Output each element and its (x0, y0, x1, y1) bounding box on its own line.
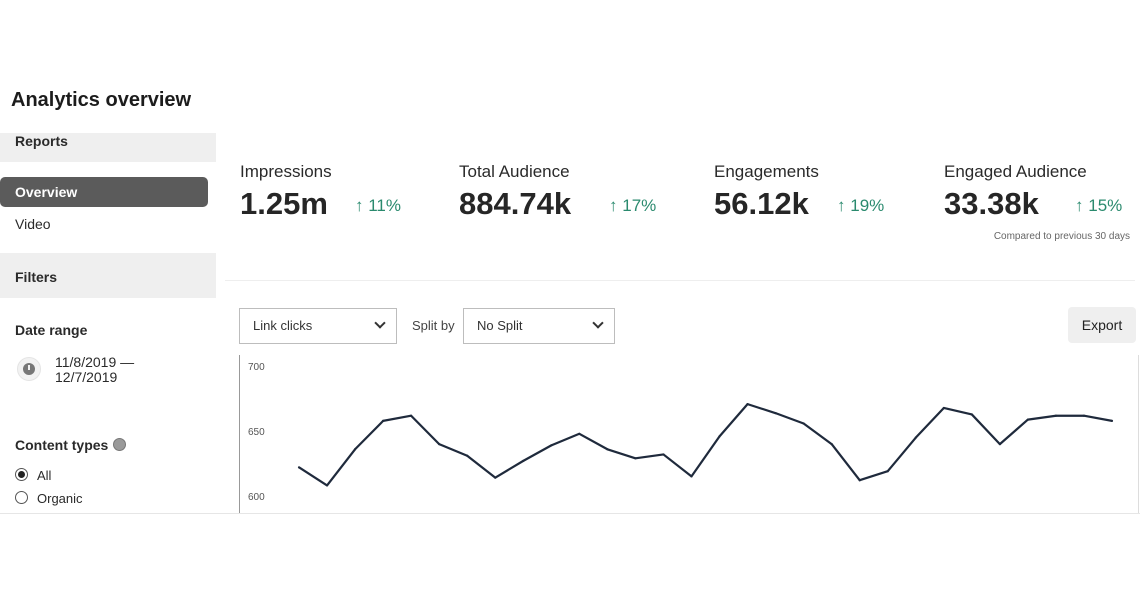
data-point[interactable] (494, 476, 497, 479)
data-point[interactable] (1026, 418, 1029, 421)
bottom-divider (0, 513, 1140, 514)
metric-value: 33.38k (944, 186, 1039, 221)
comparison-note: Compared to previous 30 days (993, 231, 1130, 242)
data-point[interactable] (466, 454, 469, 457)
reports-heading: Reports (15, 133, 68, 149)
series-line (298, 403, 1113, 487)
metric-change: 19% (850, 196, 885, 215)
export-button[interactable]: Export (1068, 307, 1136, 343)
metric-change: 11% (368, 196, 401, 215)
filters-section-header: Filters (0, 253, 216, 298)
data-point[interactable] (438, 443, 441, 446)
chevron-down-icon (592, 317, 604, 329)
metric-label: Engagements (714, 162, 819, 181)
metric-value: 56.12k (714, 186, 809, 221)
data-point[interactable] (942, 406, 945, 410)
data-point[interactable] (550, 444, 553, 447)
line-chart: 700 650 600 (239, 355, 1139, 513)
date-range-label: Date range (15, 322, 88, 338)
arrow-up-icon: ↑ (1075, 196, 1084, 215)
data-point[interactable] (522, 459, 525, 462)
info-icon[interactable] (113, 438, 126, 451)
data-point[interactable] (578, 432, 581, 435)
data-point[interactable] (830, 443, 833, 446)
data-point[interactable] (718, 435, 721, 438)
data-point[interactable] (914, 436, 917, 439)
data-point[interactable] (970, 413, 973, 416)
data-point[interactable] (410, 414, 413, 417)
clock-icon (23, 363, 35, 375)
data-point[interactable] (802, 422, 805, 425)
arrow-up-icon: ↑ (837, 196, 846, 215)
metric-select-value: Link clicks (253, 318, 313, 333)
metric-value: 884.74k (459, 186, 572, 221)
data-point[interactable] (662, 453, 665, 456)
content-types-label: Content types (15, 437, 109, 453)
data-point[interactable] (1054, 414, 1058, 417)
metric-label: Engaged Audience (944, 162, 1087, 181)
data-point[interactable] (690, 475, 693, 478)
data-point[interactable] (746, 403, 749, 406)
sidebar-item-video[interactable]: Video (15, 216, 51, 232)
data-point[interactable] (1082, 414, 1086, 417)
divider (225, 280, 1135, 281)
y-tick-label: 700 (248, 362, 265, 373)
date-range-picker-button[interactable] (17, 357, 41, 381)
data-point[interactable] (353, 448, 357, 451)
radio-organic-label: Organic (37, 491, 83, 506)
metric-value: 1.25m (240, 186, 328, 221)
data-point[interactable] (297, 466, 301, 469)
arrow-up-icon: ↑ (355, 196, 364, 215)
radio-organic[interactable] (15, 491, 28, 504)
radio-all[interactable] (15, 468, 28, 481)
data-point[interactable] (606, 448, 609, 451)
y-tick-label: 600 (248, 492, 265, 503)
split-select-value: No Split (477, 318, 523, 333)
date-range-end: 12/7/2019 (55, 369, 118, 385)
data-point[interactable] (1110, 419, 1114, 422)
metric-change: 15% (1088, 196, 1123, 215)
data-point[interactable] (382, 419, 385, 422)
metric-label: Impressions (240, 162, 332, 181)
sidebar-item-overview[interactable]: Overview (0, 177, 208, 207)
data-point[interactable] (858, 479, 861, 482)
data-point[interactable] (634, 457, 637, 460)
data-point[interactable] (325, 484, 329, 487)
metric-select[interactable]: Link clicks (239, 308, 397, 344)
date-range-value[interactable]: 11/8/2019 — 12/7/2019 (55, 355, 134, 385)
split-by-label: Split by (412, 318, 455, 333)
y-tick-label: 650 (248, 427, 265, 438)
chart-svg (297, 403, 1114, 487)
filters-heading: Filters (15, 269, 58, 285)
page-title: Analytics overview (11, 89, 192, 111)
data-point[interactable] (998, 443, 1001, 446)
chevron-down-icon (374, 317, 386, 329)
reports-section-header: Reports (0, 133, 216, 162)
arrow-up-icon: ↑ (609, 196, 618, 215)
data-point[interactable] (886, 470, 889, 473)
date-range-start: 11/8/2019 — (55, 354, 135, 370)
metric-label: Total Audience (459, 162, 570, 181)
metric-change: 17% (622, 196, 657, 215)
radio-all-label: All (37, 468, 52, 483)
data-point[interactable] (774, 412, 777, 415)
split-select[interactable]: No Split (463, 308, 615, 344)
